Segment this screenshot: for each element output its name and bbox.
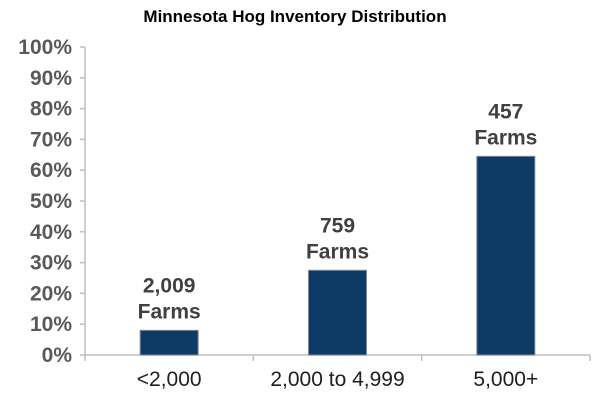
bar bbox=[139, 329, 199, 356]
y-tick-label: 30% bbox=[30, 252, 72, 275]
y-tick-label: 70% bbox=[30, 128, 72, 151]
y-tick-label: 100% bbox=[18, 36, 72, 59]
data-label: 759 bbox=[320, 214, 355, 237]
y-tick-label: 90% bbox=[30, 67, 72, 90]
x-tick-label: 5,000+ bbox=[473, 368, 538, 391]
y-tick-label: 20% bbox=[30, 282, 72, 305]
x-axis: <2,000 2,000 to 4,999 5,000+ bbox=[84, 354, 591, 391]
bars bbox=[139, 155, 536, 356]
y-tick-label: 0% bbox=[42, 344, 73, 367]
x-tick-label: 2,000 to 4,999 bbox=[270, 368, 404, 391]
chart-title: Minnesota Hog Inventory Distribution bbox=[143, 7, 446, 26]
bar bbox=[476, 155, 536, 356]
data-label: 2,009 bbox=[143, 274, 196, 297]
x-tick-label: <2,000 bbox=[137, 368, 202, 391]
bar bbox=[308, 269, 367, 356]
data-labels: 2,009 Farms 759 Farms 457 Farms bbox=[138, 100, 538, 323]
y-tick-label: 60% bbox=[30, 159, 72, 182]
data-label: Farms bbox=[474, 126, 537, 149]
data-label: Farms bbox=[138, 300, 201, 323]
y-tick-label: 10% bbox=[30, 313, 72, 336]
data-label: Farms bbox=[306, 240, 369, 263]
y-tick-label: 40% bbox=[30, 221, 72, 244]
y-axis: 0% 10% 20% 30% 40% 50% 60% 70% 80% 90% 100% bbox=[18, 36, 86, 367]
data-label: 457 bbox=[488, 100, 523, 123]
y-tick-label: 80% bbox=[30, 98, 72, 121]
y-tick-label: 50% bbox=[30, 190, 72, 213]
